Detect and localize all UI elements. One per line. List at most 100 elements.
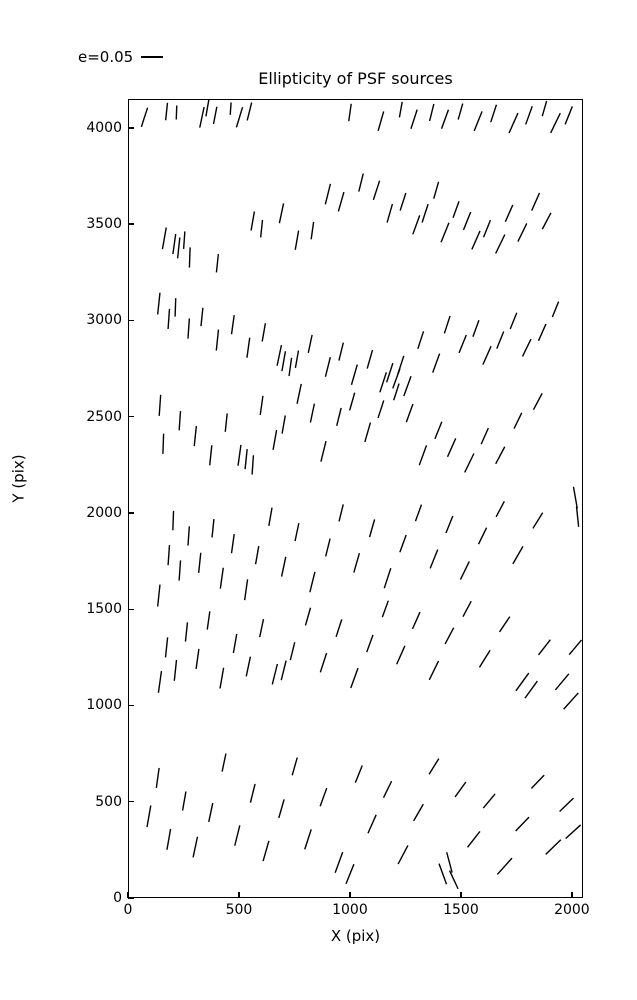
whisker-segment <box>337 191 345 212</box>
whisker-segment <box>224 413 228 432</box>
y-tick-label-text: 3000 <box>86 312 122 329</box>
whisker-segment <box>294 230 300 250</box>
whisker-segment <box>350 364 358 385</box>
whisker-segment <box>418 445 428 466</box>
whisker-segment <box>259 395 264 416</box>
whisker-segment <box>235 107 244 128</box>
whisker-segment <box>271 663 279 685</box>
whisker-segment <box>477 527 488 545</box>
whisker-segment <box>187 526 191 546</box>
whisker-segment <box>358 173 364 192</box>
whisker-segment <box>446 438 457 458</box>
whisker-segment <box>246 102 253 121</box>
whisker-segment <box>211 519 215 538</box>
whisker-segment <box>176 237 181 259</box>
whisker-segment <box>338 504 344 522</box>
whisker-segment <box>413 803 424 822</box>
whisker-segment <box>478 649 491 668</box>
whisker-segment <box>432 353 441 373</box>
whisker-segment <box>410 109 418 130</box>
whisker-segment <box>192 836 199 858</box>
x-tick-mark <box>238 892 240 898</box>
whisker-segment <box>199 106 205 128</box>
whisker-segment <box>498 616 511 633</box>
whisker-segment <box>559 797 574 813</box>
whisker-segment <box>537 323 547 342</box>
y-tick-mark <box>128 801 134 803</box>
y-tick-mark <box>128 319 134 322</box>
whisker-segment <box>554 673 570 691</box>
whisker-segment <box>310 221 315 240</box>
whisker-segment <box>393 383 400 401</box>
whisker-segment <box>280 556 287 577</box>
whisker-segment <box>229 102 232 115</box>
whisker-segment <box>296 383 302 404</box>
whisker-segment <box>472 320 480 338</box>
whisker-segment <box>162 433 165 454</box>
whisker-segment <box>309 403 316 423</box>
whisker-segment <box>178 411 182 431</box>
whisker-segment <box>429 549 439 569</box>
whisker-segment <box>452 200 460 218</box>
whisker-segment <box>221 753 227 772</box>
whisker-segment <box>250 211 256 231</box>
whisker-segment <box>281 351 287 372</box>
whisker-segment <box>530 774 545 789</box>
whisker-segment <box>490 104 498 123</box>
whisker-segment <box>377 400 385 419</box>
whisker-segment <box>443 315 451 334</box>
whisker-segment <box>537 639 551 656</box>
whisker-segment <box>324 183 332 205</box>
whisker-segment <box>304 607 312 626</box>
whisker-segment <box>243 579 249 601</box>
whisker-segment <box>366 634 374 653</box>
whisker-segment <box>504 204 514 223</box>
whisker-segment <box>181 791 187 811</box>
whisker-segment <box>377 111 385 132</box>
y-tick-mark <box>128 416 134 418</box>
y-tick-label-text: 1000 <box>86 697 122 714</box>
whisker-segment <box>417 331 425 350</box>
whisker-segment <box>187 318 191 339</box>
whisker-segment <box>551 301 560 318</box>
whisker-segment <box>396 645 406 665</box>
whisker-segment <box>348 392 356 411</box>
whisker-segment <box>444 627 455 645</box>
whisker-segment <box>166 828 172 850</box>
whisker-segment <box>208 802 214 823</box>
whisker-segment <box>319 787 328 807</box>
whisker-segment <box>174 298 177 317</box>
whisker-segment <box>345 863 355 884</box>
whisker-segment <box>512 546 524 565</box>
whisker-segment <box>164 637 169 658</box>
x-tick-label: 2000 <box>554 902 590 918</box>
whisker-segment <box>482 793 496 809</box>
whisker-segment <box>324 538 331 557</box>
whisker-segment <box>448 870 459 890</box>
whisker-segment <box>289 642 296 661</box>
y-tick-label-text: 0 <box>113 890 122 906</box>
x-tick-mark <box>460 892 462 898</box>
whisker-segment <box>309 571 316 593</box>
whisker-segment <box>403 376 412 397</box>
whisker-segment <box>496 857 513 875</box>
plot-axes <box>128 99 583 898</box>
whisker-segment <box>459 561 470 580</box>
whisker-segment <box>565 824 582 839</box>
whisker-segment <box>278 203 285 224</box>
whisker-segment <box>212 106 218 125</box>
whisker-segment <box>272 429 278 450</box>
whisker-segment <box>386 203 394 223</box>
whisker-segment <box>399 534 407 553</box>
y-tick-mark <box>128 897 134 899</box>
whisker-segment <box>188 247 191 268</box>
whisker-segment <box>353 552 361 573</box>
whisker-segment <box>206 611 211 630</box>
whisker-segment <box>209 445 213 466</box>
whisker-segment <box>428 758 440 775</box>
whisker-segment <box>575 506 580 527</box>
y-tick-mark <box>128 512 134 514</box>
whisker-segment <box>509 312 518 330</box>
whisker-segment <box>541 212 552 230</box>
whisker-segment <box>421 203 429 223</box>
